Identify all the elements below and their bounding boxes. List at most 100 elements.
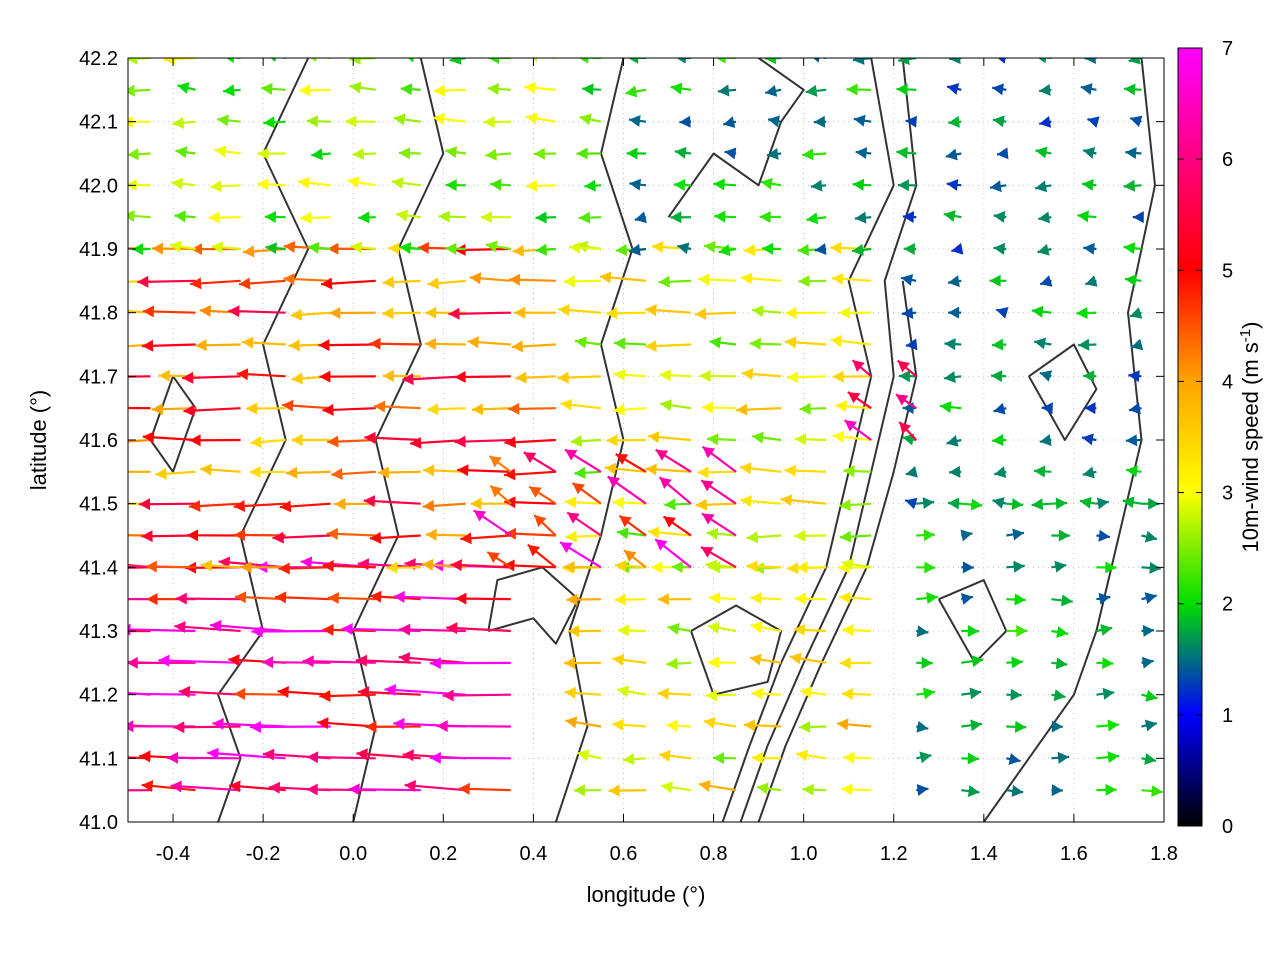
wind-vector	[345, 115, 376, 128]
y-tick-label: 41.1	[79, 748, 118, 770]
wind-vector	[835, 400, 872, 413]
wind-vector	[1128, 370, 1142, 383]
wind-vector-head	[480, 211, 492, 224]
wind-vector-head	[186, 529, 198, 542]
wind-vector	[488, 58, 511, 64]
wind-vector	[278, 562, 331, 575]
wind-vector	[662, 515, 692, 537]
wind-vector	[568, 625, 601, 638]
wind-vector-head	[794, 529, 806, 542]
wind-vector	[249, 466, 286, 479]
wind-vector	[584, 179, 602, 192]
wind-vector	[582, 83, 602, 96]
wind-vector-head	[310, 58, 317, 63]
wind-vector-head	[445, 179, 457, 192]
wind-vector-head	[436, 720, 448, 733]
wind-vector-shaft	[322, 58, 331, 60]
wind-vector-head	[572, 482, 585, 495]
wind-vector	[358, 211, 376, 224]
wind-vector	[142, 305, 196, 318]
wind-vector-head	[393, 590, 405, 603]
wind-vector	[128, 756, 151, 760]
wind-vector-head	[286, 466, 298, 479]
wind-vector-head	[947, 83, 960, 95]
wind-vector	[784, 336, 827, 349]
wind-vector	[960, 593, 974, 605]
wind-vector-head	[532, 58, 538, 62]
wind-vector	[916, 625, 929, 638]
wind-vector	[623, 753, 647, 766]
wind-vector-head	[128, 210, 135, 222]
wind-vector	[944, 338, 962, 351]
wind-vector-head	[357, 686, 370, 699]
wind-vector-head	[364, 431, 376, 444]
wind-vector-head	[762, 242, 774, 255]
wind-vector	[898, 421, 918, 441]
wind-vector	[436, 720, 511, 733]
wind-vector-head	[504, 436, 516, 449]
wind-vector	[1006, 688, 1022, 701]
wind-vector-head	[629, 114, 641, 127]
wind-vector	[947, 497, 962, 510]
wind-vector	[563, 561, 601, 574]
wind-vector	[490, 178, 511, 191]
wind-vector-head	[967, 785, 980, 798]
wind-vector	[574, 466, 602, 479]
wind-vector	[713, 178, 737, 191]
wind-vector-head	[349, 58, 361, 65]
wind-vector	[674, 58, 692, 64]
wind-vector	[615, 453, 647, 473]
wind-vector-head	[832, 370, 844, 383]
wind-vector	[433, 113, 466, 126]
wind-vector	[916, 720, 929, 733]
wind-vector	[410, 436, 466, 449]
wind-vector	[996, 307, 1009, 319]
wind-vector	[485, 240, 512, 253]
wind-vector	[128, 58, 151, 65]
wind-vector-head	[919, 751, 932, 764]
wind-vector-head	[830, 335, 843, 347]
wind-vector-head	[377, 466, 389, 479]
wind-vector-head	[970, 498, 983, 511]
wind-vector-head	[629, 178, 642, 191]
wind-vector-head	[300, 211, 312, 224]
wind-vector	[228, 305, 286, 318]
wind-vector	[1076, 306, 1097, 319]
wind-vector-head	[1035, 180, 1048, 193]
wind-vector-head	[794, 592, 806, 605]
wind-vector-head	[835, 400, 847, 413]
wind-vector	[322, 559, 376, 572]
wind-vector-head	[158, 369, 170, 382]
wind-vector-shaft	[251, 629, 331, 633]
wind-vector	[752, 305, 782, 318]
wind-vector-head	[183, 404, 195, 417]
wind-vector-head	[490, 485, 503, 498]
wind-vector	[128, 692, 196, 696]
wind-vector-head	[182, 371, 194, 384]
wind-vector	[425, 528, 466, 541]
wind-vector	[1006, 784, 1024, 797]
wind-vector	[1031, 498, 1052, 511]
wind-vector-head	[282, 399, 294, 412]
wind-vector	[916, 751, 932, 764]
wind-vector	[169, 240, 196, 253]
wind-vector	[703, 240, 737, 253]
wind-vector	[660, 781, 692, 794]
wind-vector-head	[784, 464, 796, 477]
wind-vector-head	[647, 431, 660, 444]
wind-vector	[1041, 402, 1053, 415]
wind-vector-head	[718, 244, 731, 257]
contour-line	[982, 58, 1156, 822]
wind-vector	[634, 211, 647, 224]
wind-vector-head	[578, 58, 589, 64]
x-axis-title: longitude (°)	[587, 882, 706, 907]
y-tick-label: 41.7	[79, 366, 118, 388]
wind-vector	[178, 685, 241, 698]
wind-vector	[326, 527, 376, 540]
wind-vector-head	[1012, 528, 1025, 541]
wind-vector-head	[846, 83, 858, 96]
wind-vector	[677, 242, 692, 255]
wind-vector-head	[606, 434, 618, 447]
wind-vector	[992, 83, 1007, 96]
wind-vector	[961, 687, 982, 700]
